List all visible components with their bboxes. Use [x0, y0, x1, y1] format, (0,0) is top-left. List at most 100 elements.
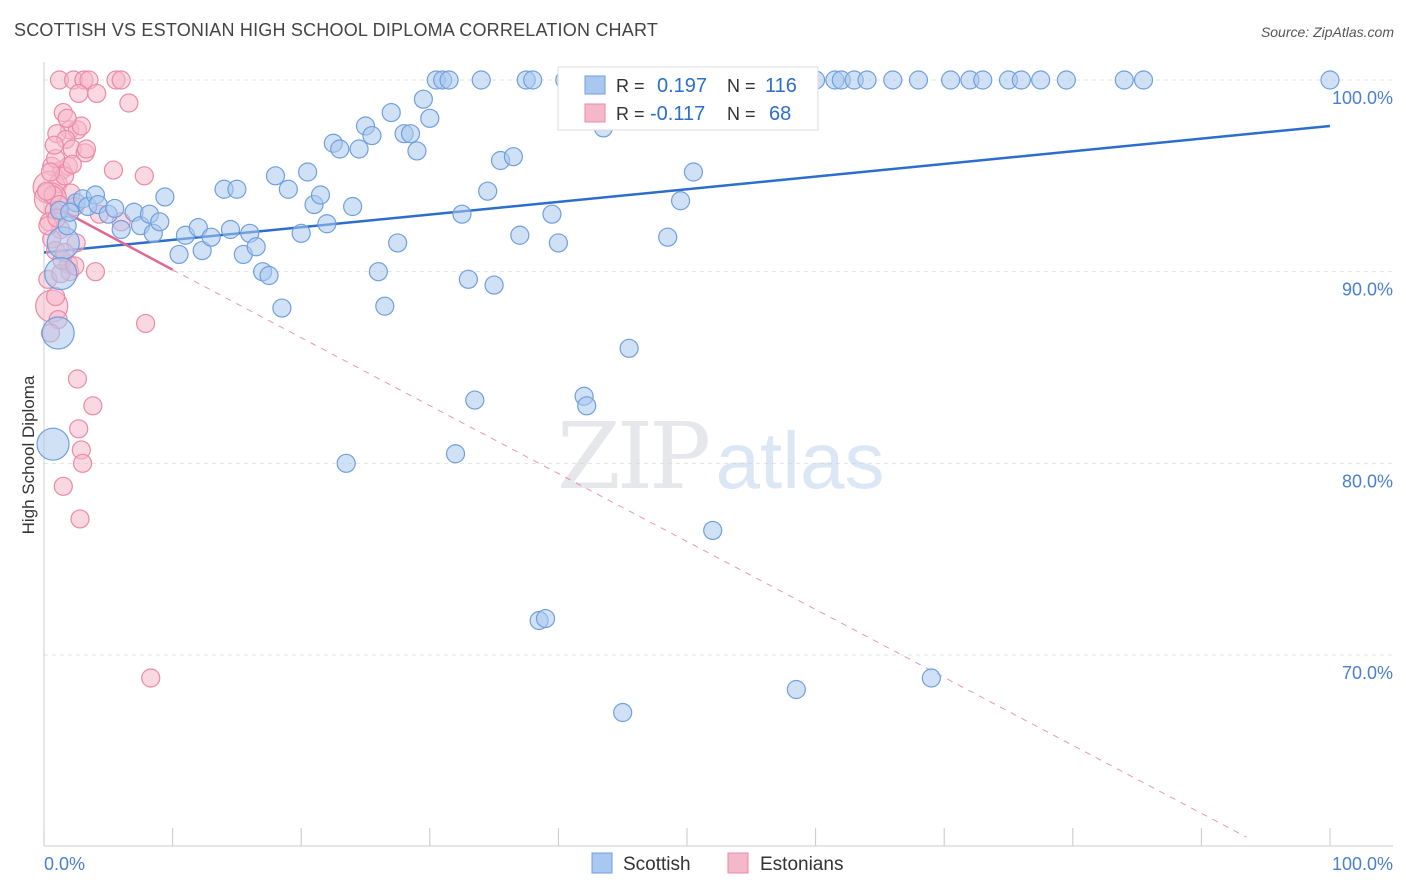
scottish-point	[1114, 70, 1134, 90]
estonians-point	[87, 83, 107, 104]
scottish-point	[220, 219, 241, 240]
y-tick-label: 90.0%	[1342, 280, 1393, 300]
estonians-trend-extension	[172, 269, 1247, 838]
scottish-point	[272, 298, 292, 318]
scottish-point	[368, 262, 388, 282]
scottish-point	[44, 256, 78, 291]
scottish-point	[941, 70, 961, 90]
scottish-point	[400, 124, 421, 144]
estonians-point	[111, 70, 131, 90]
grid-lines	[44, 79, 1393, 656]
estonians-point	[69, 83, 89, 104]
scottish-point	[381, 102, 401, 123]
bottom-legend-swatch-estonians	[727, 852, 749, 874]
scottish-point	[265, 166, 286, 186]
scottish-point	[786, 679, 806, 700]
scottish-point	[227, 179, 247, 199]
scottish-point	[420, 108, 440, 128]
scottish-point	[478, 181, 498, 201]
legend-r-value-estonians: -0.117	[650, 103, 705, 125]
scottish-point	[484, 275, 504, 295]
estonians-point	[135, 313, 156, 334]
source-label: Source: ZipAtlas.com	[1260, 24, 1394, 40]
scottish-point	[535, 608, 556, 629]
scottish-point	[577, 396, 597, 416]
scottish-point	[908, 70, 929, 90]
scottish-point	[471, 70, 491, 90]
scottish-point	[619, 338, 639, 358]
y-axis-label: High School Diploma	[19, 375, 38, 534]
scottish-point	[349, 139, 369, 159]
estonians-point	[70, 509, 90, 529]
scottish-point	[613, 702, 633, 723]
scottish-point	[111, 219, 131, 240]
scottish-point	[150, 212, 170, 232]
legend-n-label-estonians: N =	[727, 104, 756, 124]
estonians-point	[36, 181, 57, 201]
estonians-point	[134, 166, 154, 186]
scottish-point	[407, 141, 427, 161]
legend: R = 0.197 N = 116 R = -0.117 N = 68	[557, 66, 819, 131]
estonians-point	[85, 262, 106, 282]
scottish-point	[362, 125, 382, 146]
scottish-point	[330, 139, 350, 159]
scottish-point	[388, 233, 408, 253]
estonians-point	[57, 108, 77, 128]
estonians-point	[72, 453, 93, 473]
legend-r-label-estonians: R =	[616, 104, 645, 124]
scottish-point	[36, 427, 70, 461]
scottish-point	[439, 70, 459, 90]
estonians-point	[69, 419, 89, 439]
scottish-point	[510, 225, 530, 245]
scottish-point	[192, 240, 212, 261]
estonians-point	[45, 286, 66, 307]
scottish-point	[1056, 70, 1076, 90]
scottish-point	[973, 70, 993, 90]
scottish-point	[291, 223, 311, 243]
scottish-point	[658, 227, 678, 247]
bottom-legend-label-scottish: Scottish	[623, 854, 691, 875]
x-tick-label: 0.0%	[44, 854, 85, 874]
scottish-point	[278, 179, 298, 199]
estonians-point	[44, 135, 64, 155]
legend-n-value-scottish: 116	[765, 75, 797, 97]
tick-labels: 70.0% 80.0% 90.0% 100.0% 0.0% 100.0%	[44, 88, 1393, 874]
scottish-point	[670, 191, 691, 211]
scottish-point	[445, 444, 466, 464]
chart-title: SCOTTISH VS ESTONIAN HIGH SCHOOL DIPLOMA…	[14, 20, 659, 40]
scottish-point	[683, 162, 704, 182]
y-tick-label: 80.0%	[1342, 471, 1393, 491]
legend-swatch-estonians	[584, 103, 606, 123]
watermark-atlas: atlas	[716, 416, 885, 505]
scottish-point	[375, 296, 395, 316]
scottish-point	[317, 214, 337, 234]
estonians-point	[83, 396, 103, 416]
scottish-point	[60, 202, 80, 222]
scottish-point	[105, 198, 125, 219]
scottish-point	[458, 269, 478, 289]
scottish-point	[1011, 70, 1031, 90]
estonians-point	[40, 162, 61, 182]
x-tick-label: 100.0%	[1332, 854, 1393, 874]
y-tick-label: 70.0%	[1342, 663, 1393, 683]
scottish-point	[542, 204, 562, 224]
estonians-point	[53, 476, 73, 496]
estonians-point	[119, 93, 139, 113]
estonians-point	[62, 154, 82, 174]
legend-r-label-scottish: R =	[616, 76, 645, 96]
scottish-point	[188, 217, 208, 238]
scottish-point	[343, 196, 363, 217]
scottish-point	[703, 520, 723, 541]
watermark: ZIP atlas	[557, 403, 885, 510]
scottish-point	[548, 233, 569, 253]
scottish-point	[169, 244, 189, 265]
scottish-point	[41, 316, 75, 350]
scottish-point	[310, 185, 331, 205]
scottish-point	[413, 89, 433, 109]
scottish-point	[921, 668, 941, 688]
scottish-point	[298, 162, 318, 182]
estonians-point	[103, 160, 124, 180]
scottish-point	[1031, 70, 1051, 90]
watermark-zip: ZIP	[557, 403, 708, 510]
